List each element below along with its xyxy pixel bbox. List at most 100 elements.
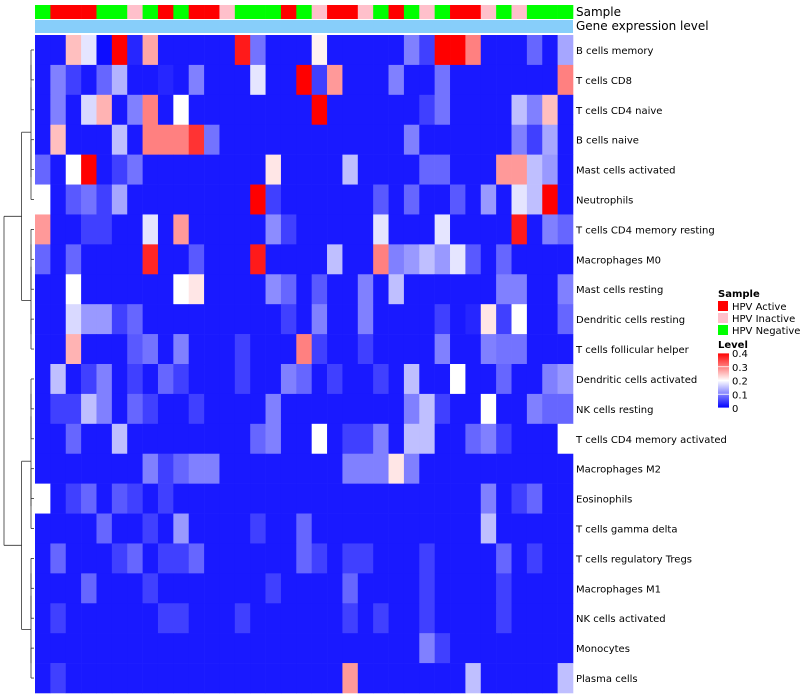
heatmap-cell — [65, 124, 82, 155]
heatmap-cell — [250, 274, 266, 305]
heatmap-cell — [188, 543, 205, 574]
heatmap-cell — [127, 64, 143, 96]
heatmap-cell — [142, 64, 159, 96]
heatmap-cell — [157, 483, 174, 514]
heatmap-cell — [327, 483, 343, 514]
heatmap-cell — [327, 154, 343, 185]
sample-annotation-cell — [373, 5, 389, 19]
heatmap-cell — [96, 423, 113, 455]
heatmap-cell — [280, 334, 297, 365]
heatmap-cell — [111, 274, 128, 305]
heatmap-cell — [65, 334, 82, 365]
heatmap-cell — [434, 393, 451, 425]
heatmap-cell — [250, 64, 266, 96]
heatmap-cell — [219, 124, 236, 155]
heatmap-cell — [311, 64, 328, 96]
heatmap-cell — [35, 274, 51, 305]
heatmap-cell — [296, 35, 312, 66]
heatmap-cell — [496, 633, 512, 664]
heatmap-cell — [450, 334, 466, 365]
heatmap-cell — [280, 214, 297, 245]
heatmap-cell — [65, 214, 82, 245]
heatmap-cell — [342, 453, 359, 484]
level-tick-label: 0.4 — [732, 349, 748, 360]
heatmap-cell — [450, 124, 466, 155]
heatmap-cell — [311, 154, 328, 185]
heatmap-cell — [280, 64, 297, 96]
heatmap-cell — [511, 423, 528, 455]
heatmap-cell — [450, 483, 466, 514]
gene-annotation-label: Gene expression level — [576, 19, 709, 33]
heatmap-cell — [250, 35, 266, 66]
heatmap-cell — [542, 184, 558, 215]
heatmap-cell — [296, 513, 312, 544]
heatmap-cell — [219, 423, 236, 455]
heatmap-cell — [188, 364, 205, 395]
heatmap-cell — [327, 124, 343, 155]
heatmap-cell — [434, 603, 451, 634]
heatmap-cell — [373, 124, 389, 155]
heatmap-cell — [342, 423, 359, 455]
heatmap-cell — [465, 184, 482, 215]
heatmap-cell — [265, 124, 282, 155]
row-labels: B cells memory T cells CD8 T cells CD4 nai… — [575, 46, 727, 685]
heatmap-cell — [204, 603, 220, 634]
heatmap-cell — [373, 364, 389, 395]
heatmap-cell — [311, 603, 328, 634]
level-tick-label: 0.2 — [732, 377, 748, 388]
heatmap-cell — [142, 184, 159, 215]
heatmap-cell — [311, 483, 328, 514]
heatmap-cell — [496, 663, 512, 694]
heatmap-cell — [311, 543, 328, 574]
heatmap-cell — [127, 184, 143, 215]
heatmap-cell — [496, 304, 512, 335]
heatmap-cell — [127, 364, 143, 395]
heatmap-cell — [280, 513, 297, 544]
heatmap-cell — [419, 543, 435, 574]
heatmap-cell — [465, 334, 482, 365]
sample-annotation-cell — [526, 5, 543, 19]
heatmap-cell — [526, 543, 543, 574]
heatmap-cell — [450, 543, 466, 574]
heatmap-cell — [127, 214, 143, 245]
heatmap-cell — [419, 334, 435, 365]
heatmap-cell — [480, 304, 497, 335]
heatmap-cell — [465, 483, 482, 514]
heatmap-cell — [234, 543, 251, 574]
heatmap-cell — [465, 453, 482, 484]
sample-annotation-cell — [542, 5, 558, 19]
heatmap-cell — [111, 393, 128, 425]
heatmap-cell — [511, 543, 528, 574]
heatmap-cell — [142, 214, 159, 245]
heatmap-cell — [511, 214, 528, 245]
heatmap-cell — [173, 603, 190, 634]
sample-annotation-cell — [157, 5, 174, 19]
heatmap-cell — [450, 573, 466, 604]
heatmap-cell — [327, 274, 343, 305]
heatmap-cell — [342, 573, 359, 604]
heatmap-cell — [157, 513, 174, 544]
heatmap-cell — [96, 94, 113, 126]
heatmap-cell — [173, 393, 190, 425]
heatmap-cell — [311, 393, 328, 425]
heatmap-cell — [296, 393, 312, 425]
heatmap-cell — [81, 453, 97, 484]
heatmap-cell — [327, 603, 343, 634]
heatmap-cell — [511, 573, 528, 604]
heatmap-cell — [250, 543, 266, 574]
heatmap-cell — [142, 423, 159, 455]
heatmap-cell — [511, 603, 528, 634]
heatmap-cell — [450, 64, 466, 96]
heatmap-cell — [388, 35, 405, 66]
heatmap-cell — [373, 274, 389, 305]
level-tick-label: 0.1 — [732, 390, 748, 401]
heatmap-cell — [65, 603, 82, 634]
heatmap-cell — [234, 364, 251, 395]
sample-annotation-cell — [450, 5, 466, 19]
heatmap-cell — [35, 304, 51, 335]
heatmap-cell — [403, 483, 420, 514]
heatmap-cell — [35, 184, 51, 215]
heatmap-cell — [234, 453, 251, 484]
heatmap-cell — [157, 64, 174, 96]
heatmap-cell — [357, 154, 374, 185]
